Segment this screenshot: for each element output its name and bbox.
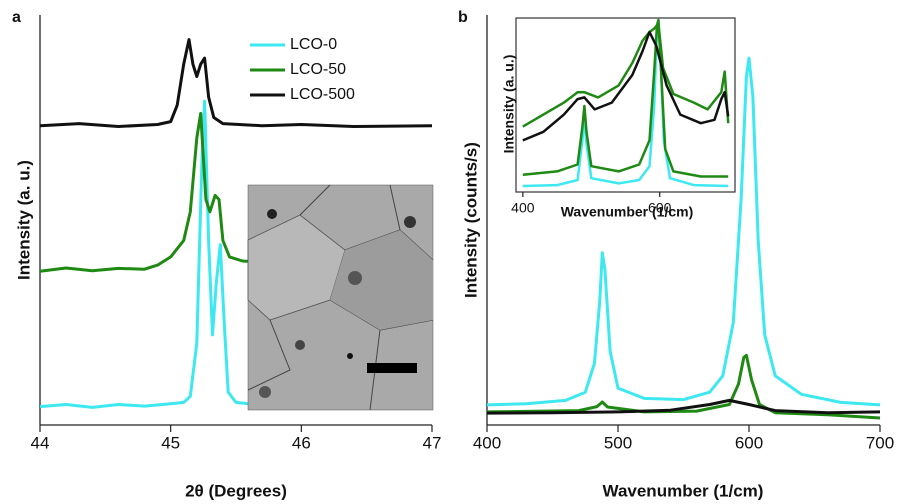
panel-label: a xyxy=(12,9,21,26)
series-line xyxy=(522,30,730,142)
x-tick-label: 400 xyxy=(511,200,535,216)
legend-label: LCO-500 xyxy=(290,86,355,103)
y-axis-label: Intensity (a. u.) xyxy=(14,160,33,280)
x-axis-label: Wavenumber (1/cm) xyxy=(603,481,764,500)
x-tick-label: 700 xyxy=(866,433,894,452)
series-line xyxy=(522,18,729,178)
panel-label: b xyxy=(458,9,468,26)
y-axis-label: Intensity (a. u.) xyxy=(501,55,517,154)
x-tick-label: 45 xyxy=(161,433,180,452)
x-tick-label: 44 xyxy=(31,433,50,452)
x-tick-label: 600 xyxy=(735,433,763,452)
micrograph xyxy=(247,184,434,411)
legend-label: LCO-0 xyxy=(290,36,337,53)
series-line xyxy=(39,38,433,128)
x-axis-label: 2θ (Degrees) xyxy=(185,481,287,500)
x-tick-label: 600 xyxy=(648,200,672,216)
legend-label: LCO-50 xyxy=(290,61,346,78)
plots: 44 45 46 47 2θ (Degrees) Intensity (a. u.) a LC… xyxy=(12,9,894,500)
x-tick-label: 400 xyxy=(473,433,501,452)
x-tick-label: 46 xyxy=(292,433,311,452)
x-tick-label: 500 xyxy=(604,433,632,452)
x-tick-label: 47 xyxy=(423,433,442,452)
x-axis-label: Wavenumber (1/cm) xyxy=(561,204,694,220)
series-line xyxy=(486,56,881,407)
series-line xyxy=(486,398,881,415)
y-axis-label: Intensity (counts/s) xyxy=(461,142,480,298)
